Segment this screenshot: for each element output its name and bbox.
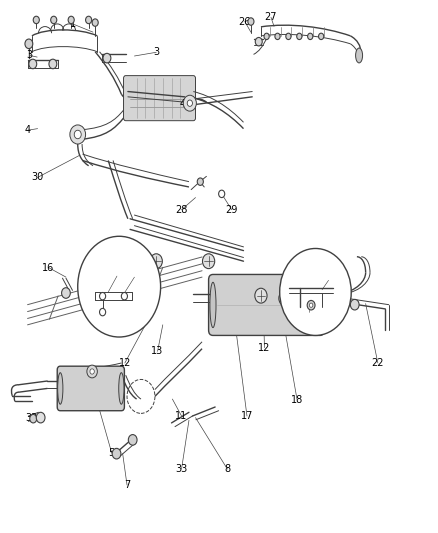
Text: 19: 19	[106, 269, 118, 278]
Circle shape	[49, 59, 57, 69]
Circle shape	[92, 19, 98, 26]
Circle shape	[85, 16, 92, 23]
Ellipse shape	[118, 373, 124, 404]
Circle shape	[328, 297, 336, 308]
Circle shape	[307, 33, 312, 39]
Text: 28: 28	[175, 205, 187, 215]
Circle shape	[285, 33, 290, 39]
Circle shape	[90, 369, 94, 374]
FancyBboxPatch shape	[123, 76, 195, 120]
Text: 21: 21	[136, 271, 147, 280]
Circle shape	[87, 365, 97, 378]
Circle shape	[99, 293, 106, 300]
Circle shape	[78, 236, 160, 337]
Circle shape	[274, 33, 279, 39]
Circle shape	[74, 130, 81, 139]
Circle shape	[202, 254, 214, 269]
Text: 1: 1	[70, 19, 76, 29]
Circle shape	[33, 16, 39, 23]
Text: 25: 25	[308, 321, 321, 331]
Circle shape	[307, 301, 314, 310]
Circle shape	[121, 293, 127, 300]
Circle shape	[279, 248, 350, 335]
Circle shape	[309, 303, 312, 308]
Text: 4: 4	[25, 125, 31, 135]
Circle shape	[30, 415, 37, 423]
Text: 29: 29	[225, 205, 237, 215]
Circle shape	[263, 33, 268, 39]
Text: 26: 26	[238, 17, 251, 27]
Text: 17: 17	[240, 411, 253, 421]
Text: 16: 16	[42, 263, 54, 272]
Circle shape	[112, 448, 120, 459]
Text: 12: 12	[258, 343, 270, 353]
Text: 22: 22	[371, 358, 383, 368]
Circle shape	[218, 190, 224, 198]
Circle shape	[330, 301, 334, 305]
Circle shape	[318, 33, 323, 39]
Circle shape	[25, 39, 33, 49]
Circle shape	[68, 16, 74, 23]
Text: 3: 3	[27, 51, 33, 60]
Text: 11: 11	[175, 411, 187, 421]
Ellipse shape	[355, 48, 362, 63]
Text: 32: 32	[25, 413, 37, 423]
Circle shape	[247, 18, 254, 25]
Ellipse shape	[57, 373, 63, 404]
Circle shape	[36, 413, 45, 423]
Circle shape	[296, 33, 301, 39]
Text: 8: 8	[224, 464, 230, 474]
Circle shape	[103, 53, 111, 63]
Text: 7: 7	[124, 480, 130, 490]
Text: 27: 27	[264, 12, 276, 22]
Circle shape	[254, 288, 266, 303]
Text: 13: 13	[151, 346, 163, 357]
Circle shape	[99, 309, 106, 316]
Text: 3: 3	[153, 47, 159, 57]
Ellipse shape	[209, 282, 215, 328]
Text: 33: 33	[175, 464, 187, 474]
Circle shape	[197, 178, 203, 185]
Ellipse shape	[316, 282, 322, 328]
Text: 23: 23	[330, 272, 341, 281]
Circle shape	[150, 254, 162, 269]
Circle shape	[254, 37, 261, 46]
Circle shape	[128, 434, 137, 445]
Circle shape	[278, 291, 290, 306]
Circle shape	[61, 288, 70, 298]
Circle shape	[183, 95, 196, 111]
FancyBboxPatch shape	[208, 274, 323, 335]
Text: 12: 12	[118, 358, 131, 368]
Text: 5: 5	[108, 448, 115, 458]
Circle shape	[70, 125, 85, 144]
Circle shape	[187, 100, 192, 107]
Circle shape	[350, 300, 358, 310]
Circle shape	[50, 16, 57, 23]
FancyBboxPatch shape	[57, 366, 124, 411]
Text: 4: 4	[179, 99, 185, 109]
Text: 24: 24	[298, 313, 310, 322]
Circle shape	[29, 59, 37, 69]
Text: 18: 18	[290, 395, 303, 405]
Text: 30: 30	[32, 172, 44, 182]
